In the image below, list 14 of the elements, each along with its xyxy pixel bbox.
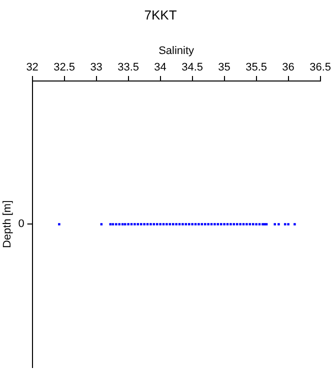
x-tick-label: 36.5 [310, 61, 332, 74]
x-tick-label: 34.5 [182, 61, 204, 74]
x-tick-label: 35 [218, 61, 230, 74]
y-axis-title: Depth [m] [2, 200, 14, 248]
x-tick-label: 32 [26, 61, 38, 74]
chart-title: 7KKT [144, 7, 177, 22]
x-tick-label: 33 [90, 61, 102, 74]
y-tick-label: 0 [18, 218, 24, 230]
x-tick-label: 33.5 [118, 61, 140, 74]
x-tick-label: 34 [154, 61, 166, 74]
x-tick-label: 32.5 [54, 61, 76, 74]
x-axis-title: Salinity [158, 45, 195, 58]
x-tick-label: 36 [282, 61, 294, 74]
x-tick-label: 35.5 [246, 61, 268, 74]
